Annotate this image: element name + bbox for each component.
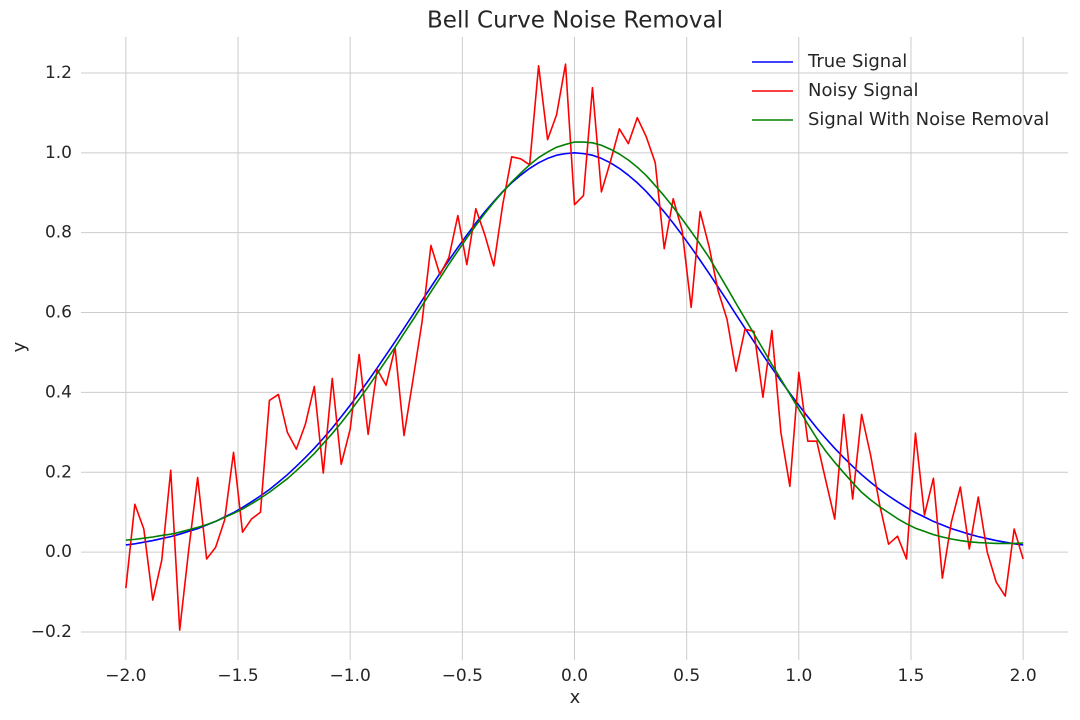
x-tick-label: 2.0: [1010, 666, 1037, 686]
grid: [81, 37, 1068, 660]
plot-lines: [125, 63, 1024, 631]
x-axis-label: x: [570, 687, 581, 708]
legend-label: Noisy Signal: [808, 80, 919, 101]
x-tick-label: −2.0: [105, 666, 146, 686]
x-tick-label: 1.0: [785, 666, 812, 686]
y-tick-label: 1.2: [45, 63, 72, 83]
legend-label: Signal With Noise Removal: [808, 109, 1049, 130]
y-tick-label: 1.0: [45, 143, 72, 163]
x-tick-label: 0.0: [561, 666, 588, 686]
ticks: −2.0 −1.5 −1.0 −0.5 0.0 0.5 1.0 1.5 2.0 −0.2 0.0 0.…: [31, 63, 1037, 686]
chart-title: Bell Curve Noise Removal: [427, 8, 723, 34]
x-tick-label: −0.5: [442, 666, 483, 686]
x-tick-label: −1.5: [217, 666, 258, 686]
y-tick-label: 0.0: [45, 542, 72, 562]
series-line: [125, 152, 1024, 546]
legend-label: True Signal: [807, 51, 907, 72]
series-line: [125, 63, 1024, 631]
y-tick-label: 0.2: [45, 462, 72, 482]
y-tick-label: 0.4: [45, 382, 72, 402]
y-axis-label: y: [9, 341, 30, 352]
legend: True Signal Noisy Signal Signal With Noise…: [752, 51, 1049, 130]
y-tick-label: 0.6: [45, 303, 72, 323]
x-tick-label: 1.5: [897, 666, 924, 686]
y-tick-label: 0.8: [45, 223, 72, 243]
x-tick-label: 0.5: [673, 666, 700, 686]
x-tick-label: −1.0: [330, 666, 371, 686]
series-line: [125, 141, 1024, 545]
y-tick-label: −0.2: [31, 622, 72, 642]
